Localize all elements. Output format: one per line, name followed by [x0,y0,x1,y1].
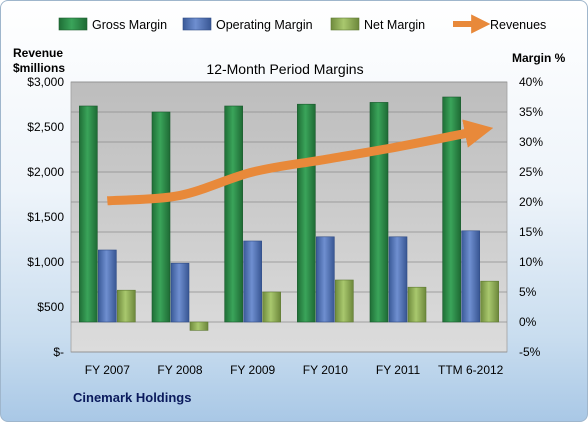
x-tick-label: TTM 6-2012 [438,363,504,377]
right-tick-label: 25% [519,165,543,179]
legend: Gross Margin Operating Margin Net Margin… [58,14,546,34]
bar-operating-margin [461,230,480,323]
x-tick-label: FY 2010 [303,363,348,377]
bar-gross-margin [297,103,316,323]
right-tick-label: 35% [519,105,543,119]
legend-swatch-operating-margin [182,17,212,31]
bar-net-margin [335,279,354,323]
plot-area [70,81,508,353]
right-tick-label: 40% [519,75,543,89]
bar-operating-margin [388,236,408,323]
left-tick-label: $2,500 [27,120,64,134]
revenue-line [107,119,494,206]
left-axis-label-line2: $millions [13,61,65,75]
revenue-arrow [107,119,494,206]
right-tick-label: 10% [519,255,543,269]
right-axis-label: Margin % [512,51,566,65]
legend-label-revenues: Revenues [490,18,546,32]
x-tick-label: FY 2011 [376,363,421,377]
bar-net-margin [480,280,499,323]
legend-swatch-net-margin [330,17,360,31]
bar-gross-margin [79,105,98,323]
chart-title: 12-Month Period Margins [206,61,363,77]
right-tick-label: 20% [519,195,543,209]
left-tick-label: $3,000 [27,75,64,89]
bar-gross-margin [369,102,389,323]
right-tick-label: -5% [519,345,541,359]
left-tick-label: $1,000 [27,255,64,269]
right-tick-label: 0% [519,315,537,329]
bar-net-margin [189,321,209,331]
bars [79,96,499,331]
x-tick-label: FY 2008 [157,363,202,377]
bar-operating-margin [316,236,335,323]
right-tick-label: 30% [519,135,543,149]
bar-net-margin [117,289,136,323]
company-name: Cinemark Holdings [73,390,191,405]
x-axis-ticks: FY 2007 FY 2008 FY 2009 FY 2010 FY 2011 TTM 6… [85,363,504,377]
bar-operating-margin [98,249,117,323]
right-tick-label: 5% [519,285,537,299]
legend-label-gross-margin: Gross Margin [92,18,167,32]
bar-gross-margin [442,96,461,323]
bar-net-margin [262,291,281,323]
right-axis-ticks: -5% 0% 5% 10% 15% 20% 25% 30% 35% 40% [519,75,543,359]
bar-operating-margin [170,262,190,323]
legend-swatch-gross-margin [58,17,88,31]
bar-gross-margin [151,111,171,323]
x-tick-label: FY 2007 [85,363,130,377]
bar-gross-margin [224,105,243,323]
left-tick-label: $- [53,345,64,359]
left-tick-label: $2,000 [27,165,64,179]
x-tick-label: FY 2009 [230,363,275,377]
left-tick-label: $500 [37,300,64,314]
bar-operating-margin [243,240,262,323]
left-axis-ticks: $- $500 $1,000 $1,500 $2,000 $2,500 $3,000 [27,75,64,359]
left-tick-label: $1,500 [27,210,64,224]
left-axis-label-line1: Revenue [13,46,63,60]
legend-label-net-margin: Net Margin [364,18,425,32]
right-tick-label: 15% [519,225,543,239]
bar-net-margin [407,286,427,323]
legend-label-operating-margin: Operating Margin [216,18,313,32]
